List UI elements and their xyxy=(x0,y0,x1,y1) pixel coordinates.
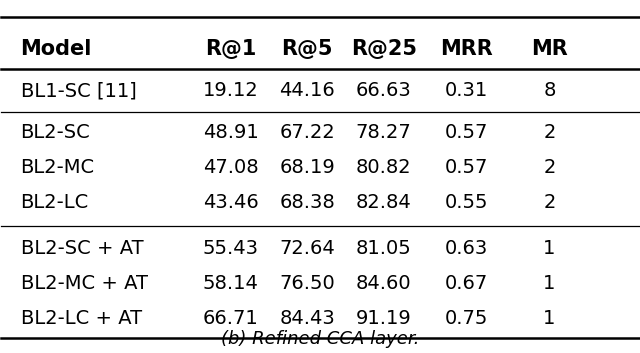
Text: 0.75: 0.75 xyxy=(445,309,488,328)
Text: 67.22: 67.22 xyxy=(280,123,335,142)
Text: 1: 1 xyxy=(543,309,556,328)
Text: 43.46: 43.46 xyxy=(203,193,259,212)
Text: 81.05: 81.05 xyxy=(356,239,412,258)
Text: 2: 2 xyxy=(543,158,556,177)
Text: 0.57: 0.57 xyxy=(445,123,488,142)
Text: 66.71: 66.71 xyxy=(203,309,259,328)
Text: 68.38: 68.38 xyxy=(280,193,335,212)
Text: 72.64: 72.64 xyxy=(280,239,335,258)
Text: 0.57: 0.57 xyxy=(445,158,488,177)
Text: 0.67: 0.67 xyxy=(445,274,488,293)
Text: 48.91: 48.91 xyxy=(203,123,259,142)
Text: 2: 2 xyxy=(543,123,556,142)
Text: 91.19: 91.19 xyxy=(356,309,412,328)
Text: 84.43: 84.43 xyxy=(280,309,335,328)
Text: 8: 8 xyxy=(543,81,556,100)
Text: BL2-LC + AT: BL2-LC + AT xyxy=(20,309,141,328)
Text: MRR: MRR xyxy=(440,39,493,59)
Text: 0.63: 0.63 xyxy=(445,239,488,258)
Text: (b) Refined CCA layer.: (b) Refined CCA layer. xyxy=(221,330,419,348)
Text: 78.27: 78.27 xyxy=(356,123,412,142)
Text: 76.50: 76.50 xyxy=(280,274,335,293)
Text: BL1-SC [11]: BL1-SC [11] xyxy=(20,81,136,100)
Text: 47.08: 47.08 xyxy=(203,158,259,177)
Text: 80.82: 80.82 xyxy=(356,158,412,177)
Text: 82.84: 82.84 xyxy=(356,193,412,212)
Text: 0.31: 0.31 xyxy=(445,81,488,100)
Text: 66.63: 66.63 xyxy=(356,81,412,100)
Text: BL2-MC: BL2-MC xyxy=(20,158,95,177)
Text: Model: Model xyxy=(20,39,92,59)
Text: 68.19: 68.19 xyxy=(280,158,335,177)
Text: BL2-SC + AT: BL2-SC + AT xyxy=(20,239,143,258)
Text: 1: 1 xyxy=(543,274,556,293)
Text: 2: 2 xyxy=(543,193,556,212)
Text: R@1: R@1 xyxy=(205,39,257,59)
Text: 84.60: 84.60 xyxy=(356,274,412,293)
Text: R@5: R@5 xyxy=(282,39,333,59)
Text: BL2-MC + AT: BL2-MC + AT xyxy=(20,274,147,293)
Text: 0.55: 0.55 xyxy=(445,193,488,212)
Text: 58.14: 58.14 xyxy=(203,274,259,293)
Text: 19.12: 19.12 xyxy=(203,81,259,100)
Text: 44.16: 44.16 xyxy=(280,81,335,100)
Text: 1: 1 xyxy=(543,239,556,258)
Text: BL2-LC: BL2-LC xyxy=(20,193,89,212)
Text: 55.43: 55.43 xyxy=(203,239,259,258)
Text: R@25: R@25 xyxy=(351,39,417,59)
Text: MR: MR xyxy=(531,39,568,59)
Text: BL2-SC: BL2-SC xyxy=(20,123,90,142)
